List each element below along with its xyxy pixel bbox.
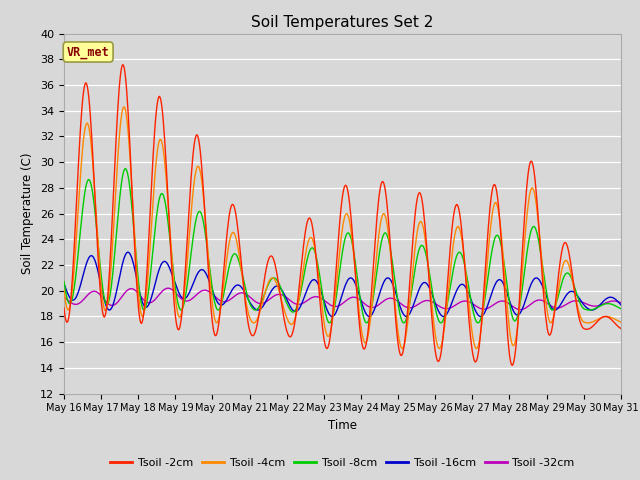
- Title: Soil Temperatures Set 2: Soil Temperatures Set 2: [252, 15, 433, 30]
- Legend: Tsoil -2cm, Tsoil -4cm, Tsoil -8cm, Tsoil -16cm, Tsoil -32cm: Tsoil -2cm, Tsoil -4cm, Tsoil -8cm, Tsoi…: [106, 453, 579, 472]
- Y-axis label: Soil Temperature (C): Soil Temperature (C): [22, 153, 35, 275]
- X-axis label: Time: Time: [328, 419, 357, 432]
- Text: VR_met: VR_met: [67, 46, 109, 59]
